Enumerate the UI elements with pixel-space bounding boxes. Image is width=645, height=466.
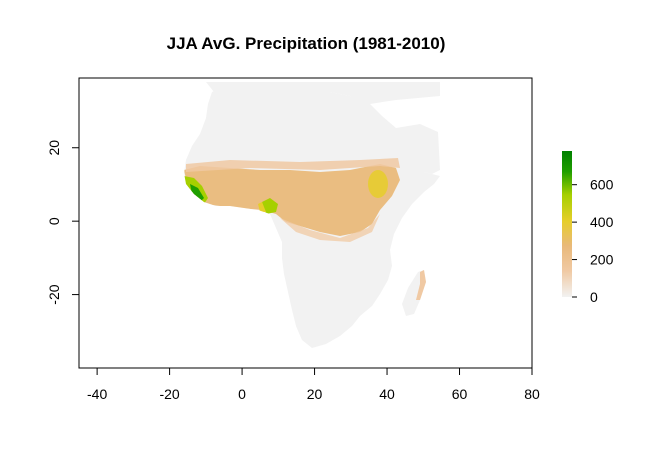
x-tick-label: 20 (307, 386, 323, 402)
color-bar-tick-label: 400 (590, 214, 614, 230)
chart-title: JJA AvG. Precipitation (1981-2010) (167, 34, 446, 53)
x-axis: -40 -20 0 20 40 60 80 (87, 367, 540, 402)
arabian-peninsula (396, 124, 440, 174)
rain-band (184, 164, 400, 236)
color-bar: 0 200 400 600 (562, 151, 614, 305)
y-tick-label: -20 (46, 284, 62, 304)
rain-band-south (280, 214, 380, 242)
y-tick-label: 20 (46, 140, 62, 156)
x-tick-label: 40 (379, 386, 395, 402)
europe-fringe (206, 82, 440, 104)
ethiopia-highlands (368, 170, 388, 198)
x-tick-label: 60 (452, 386, 468, 402)
color-bar-gradient (562, 151, 572, 297)
color-bar-tick-label: 0 (590, 289, 598, 305)
cameroon-peak (258, 202, 266, 212)
precip-field (184, 82, 440, 348)
madagascar-east-coast (416, 270, 426, 300)
color-bar-ticks: 0 200 400 600 (572, 177, 614, 305)
rain-band-fringe (186, 158, 400, 172)
y-axis: -20 0 20 (46, 140, 80, 305)
guinea-coast-peak (190, 184, 204, 202)
color-bar-tick-label: 200 (590, 252, 614, 268)
cameroon-maximum (262, 198, 278, 214)
x-tick-label: 80 (524, 386, 540, 402)
y-tick-label: 0 (46, 217, 62, 225)
x-tick-label: -40 (87, 386, 107, 402)
x-tick-label: -20 (159, 386, 179, 402)
color-bar-tick-label: 600 (590, 177, 614, 193)
x-tick-label: 0 (238, 386, 246, 402)
